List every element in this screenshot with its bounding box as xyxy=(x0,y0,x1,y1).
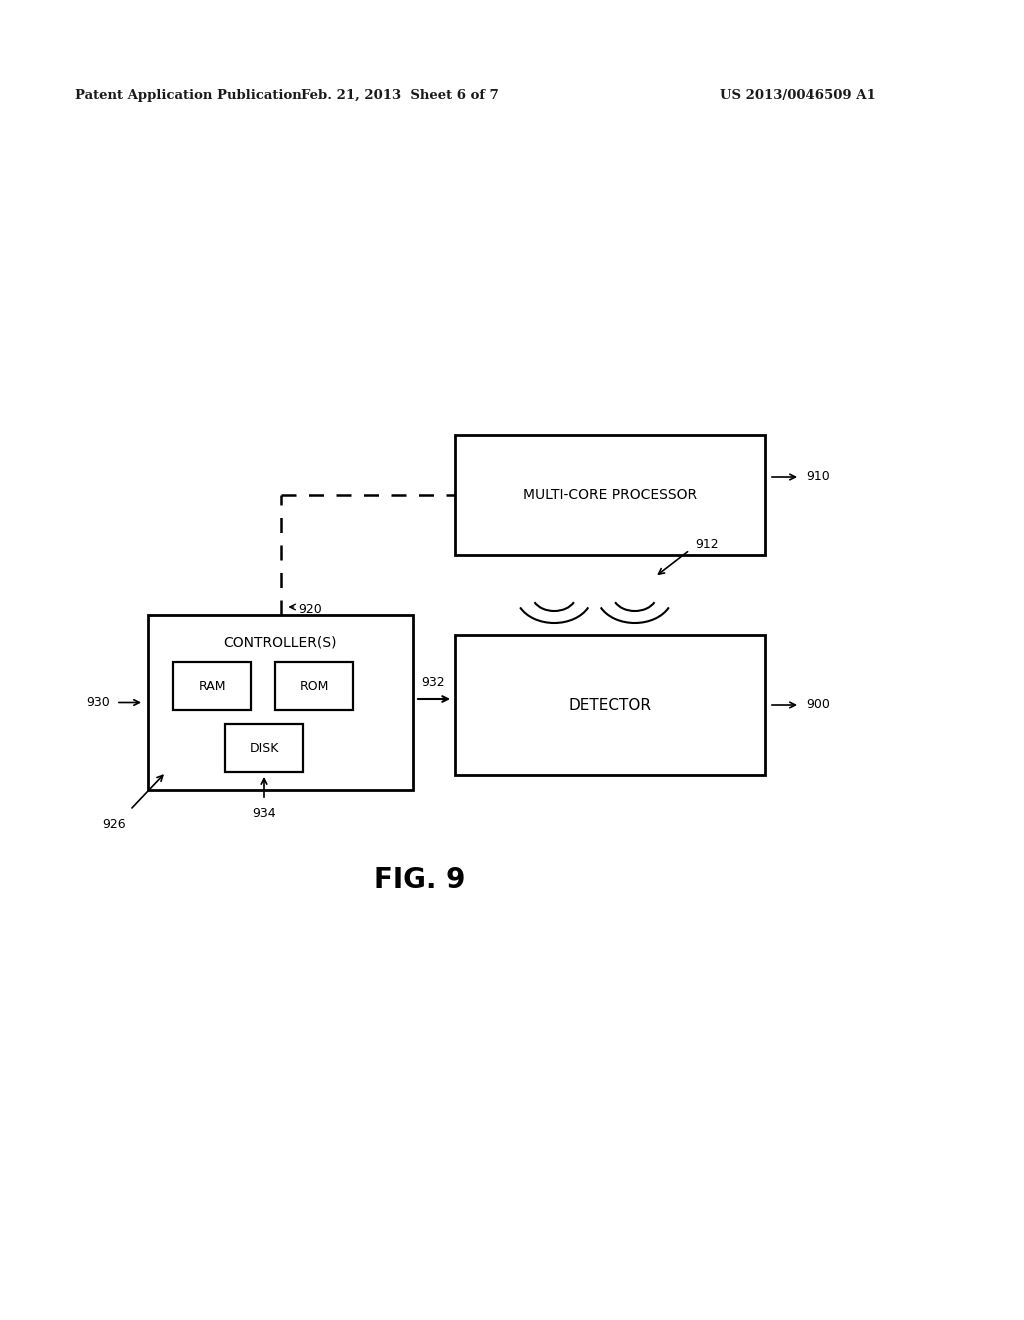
Bar xyxy=(455,436,765,554)
Text: 932: 932 xyxy=(421,676,444,689)
Text: 930: 930 xyxy=(86,696,110,709)
Text: 934: 934 xyxy=(252,807,275,820)
Text: CONTROLLER(S): CONTROLLER(S) xyxy=(224,636,337,649)
Text: DETECTOR: DETECTOR xyxy=(568,697,651,713)
Text: Patent Application Publication: Patent Application Publication xyxy=(75,88,302,102)
Bar xyxy=(225,723,303,772)
Bar xyxy=(148,615,413,789)
Text: 912: 912 xyxy=(695,539,719,552)
Text: ROM: ROM xyxy=(299,680,329,693)
Text: 910: 910 xyxy=(806,470,829,483)
Bar xyxy=(173,663,251,710)
Bar xyxy=(455,635,765,775)
Text: Feb. 21, 2013  Sheet 6 of 7: Feb. 21, 2013 Sheet 6 of 7 xyxy=(301,88,499,102)
Text: US 2013/0046509 A1: US 2013/0046509 A1 xyxy=(720,88,876,102)
Text: RAM: RAM xyxy=(199,680,225,693)
Text: DISK: DISK xyxy=(249,742,279,755)
Text: 920: 920 xyxy=(299,603,323,616)
Text: MULTI-CORE PROCESSOR: MULTI-CORE PROCESSOR xyxy=(523,488,697,502)
Text: 900: 900 xyxy=(806,698,829,711)
Text: FIG. 9: FIG. 9 xyxy=(375,866,466,894)
Text: 926: 926 xyxy=(102,818,126,832)
Bar xyxy=(275,663,353,710)
